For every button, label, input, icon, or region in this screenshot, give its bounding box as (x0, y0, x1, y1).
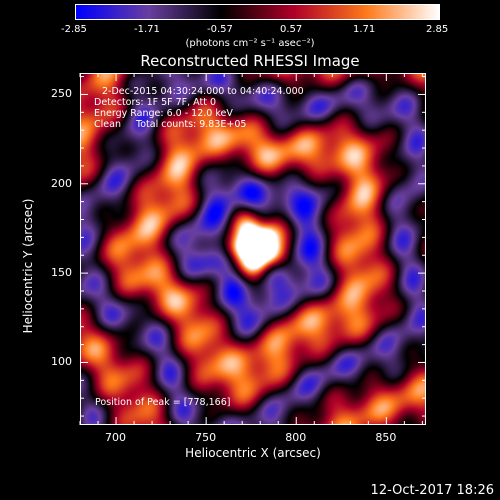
annotation-energy-range: Energy Range: 6.0 - 12.0 keV (94, 108, 233, 119)
heatmap-image (81, 74, 425, 424)
x-tick-label: 700 (105, 431, 127, 444)
plot-area (80, 73, 426, 425)
colorbar-tick-label: 1.71 (353, 24, 376, 35)
x-axis-label: Heliocentric X (arcsec) (185, 446, 321, 460)
colorbar-tick-label: -2.85 (61, 24, 87, 35)
peak-position-label: Position of Peak = [778,166] (95, 397, 231, 408)
x-tick-label: 750 (195, 431, 217, 444)
annotation-time-range: 2-Dec-2015 04:30:24.000 to 04:40:24.000 (102, 86, 304, 97)
y-tick-label: 100 (51, 355, 72, 369)
colorbar (75, 4, 440, 20)
y-tick-label: 250 (51, 87, 72, 101)
chart-title: Reconstructed RHESSI Image (140, 52, 360, 70)
x-tick-label: 800 (285, 431, 307, 444)
annotation-total-counts: Clean Total counts: 9.83E+05 (94, 119, 247, 130)
y-tick-label: 200 (51, 176, 72, 190)
colorbar-gradient (76, 5, 439, 19)
annotation-detectors: Detectors: 1F 5F 7F, Att 0 (94, 97, 217, 108)
observation-annotation: 2-Dec-2015 04:30:24.000 to 04:40:24.000 … (94, 86, 304, 130)
date-stamp: 12-Oct-2017 18:26 (370, 483, 494, 498)
x-tick-label: 850 (375, 431, 397, 444)
y-axis-label: Heliocentric Y (arcsec) (21, 198, 35, 334)
colorbar-tick-label: 0.57 (280, 24, 303, 35)
y-tick-label: 150 (51, 266, 72, 280)
colorbar-tick-label: -1.71 (134, 24, 160, 35)
colorbar-tick-label: -0.57 (207, 24, 233, 35)
colorbar-unit-label: (photons cm⁻² s⁻¹ asec⁻²) (185, 38, 315, 49)
colorbar-tick-label: 2.85 (426, 24, 449, 35)
